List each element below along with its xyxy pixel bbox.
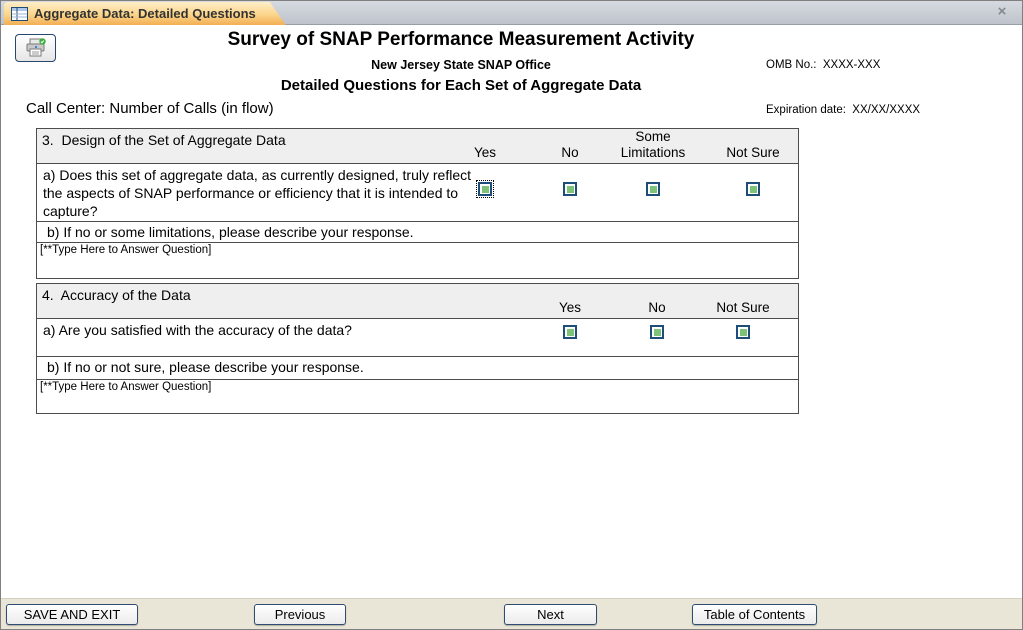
print-button[interactable] bbox=[15, 34, 56, 62]
q4-col-yes: Yes bbox=[558, 300, 582, 315]
q3-col-yes: Yes bbox=[473, 145, 497, 160]
question3-title: 3. Design of the Set of Aggregate Data bbox=[42, 132, 286, 148]
page-subtitle: Detailed Questions for Each Set of Aggre… bbox=[280, 77, 642, 94]
next-button[interactable]: Next bbox=[504, 604, 597, 625]
question4-header-row: 4. Accuracy of the Data Yes No Not Sure bbox=[37, 284, 798, 319]
q4-col-not-sure: Not Sure bbox=[716, 300, 770, 315]
question3-table: 3. Design of the Set of Aggregate Data Y… bbox=[36, 128, 799, 279]
question4a-row: a) Are you satisfied with the accuracy o… bbox=[37, 319, 798, 357]
question4b-text: b) If no or not sure, please describe yo… bbox=[47, 359, 364, 375]
q4-col-no: No bbox=[648, 300, 666, 315]
omb-block: OMB No.: XXXX-XXX Expiration date: XX/XX… bbox=[766, 28, 920, 148]
printer-icon bbox=[26, 38, 46, 57]
tab-label: Aggregate Data: Detailed Questions bbox=[34, 6, 256, 21]
q3a-not-sure-checkbox[interactable] bbox=[746, 182, 760, 196]
q3a-some-limitations-checkbox[interactable] bbox=[646, 182, 660, 196]
q3-col-not-sure: Not Sure bbox=[726, 145, 780, 160]
q3a-no-checkbox[interactable] bbox=[563, 182, 577, 196]
q3a-yes-checkbox[interactable] bbox=[476, 180, 494, 198]
bottom-navigation-bar: SAVE AND EXIT Previous Next Table of Con… bbox=[1, 598, 1022, 629]
office-subtitle: New Jersey State SNAP Office bbox=[371, 58, 551, 72]
question3b-answer-textbox[interactable]: [**Type Here to Answer Question] bbox=[37, 243, 798, 277]
question4b-row: b) If no or not sure, please describe yo… bbox=[37, 357, 798, 380]
question3b-text: b) If no or some limitations, please des… bbox=[47, 224, 414, 240]
previous-button[interactable]: Previous bbox=[254, 604, 346, 625]
table-of-contents-button[interactable]: Table of Contents bbox=[692, 604, 817, 625]
q3-col-no: No bbox=[561, 145, 579, 160]
omb-number: OMB No.: XXXX-XXX bbox=[766, 59, 881, 71]
omb-expiration: Expiration date: XX/XX/XXXX bbox=[766, 104, 921, 116]
question4b-answer-placeholder: [**Type Here to Answer Question] bbox=[40, 381, 212, 393]
close-icon[interactable]: × bbox=[997, 3, 1007, 20]
q3-col-some-limitations: Some Limitations bbox=[620, 129, 686, 160]
q4a-no-checkbox[interactable] bbox=[650, 325, 664, 339]
save-and-exit-button[interactable]: SAVE AND EXIT bbox=[6, 604, 138, 625]
question3-header-row: 3. Design of the Set of Aggregate Data Y… bbox=[37, 129, 798, 164]
question3b-answer-placeholder: [**Type Here to Answer Question] bbox=[40, 244, 212, 256]
page-title: Survey of SNAP Performance Measurement A… bbox=[227, 29, 695, 50]
question3a-row: a) Does this set of aggregate data, as c… bbox=[37, 164, 798, 222]
question4-title: 4. Accuracy of the Data bbox=[42, 287, 191, 303]
q4a-yes-checkbox[interactable] bbox=[563, 325, 577, 339]
tab-bar: Aggregate Data: Detailed Questions × bbox=[1, 1, 1022, 25]
dataset-label: Call Center: Number of Calls (in flow) bbox=[26, 100, 274, 117]
q4a-not-sure-checkbox[interactable] bbox=[736, 325, 750, 339]
question3a-text: a) Does this set of aggregate data, as c… bbox=[43, 167, 472, 219]
question3b-row: b) If no or some limitations, please des… bbox=[37, 222, 798, 243]
question4a-text: a) Are you satisfied with the accuracy o… bbox=[43, 322, 352, 338]
tab-aggregate-data-detailed-questions[interactable]: Aggregate Data: Detailed Questions bbox=[4, 2, 286, 25]
question4b-answer-textbox[interactable]: [**Type Here to Answer Question] bbox=[37, 380, 798, 413]
question4-table: 4. Accuracy of the Data Yes No Not Sure … bbox=[36, 283, 799, 414]
form-icon bbox=[11, 7, 28, 21]
